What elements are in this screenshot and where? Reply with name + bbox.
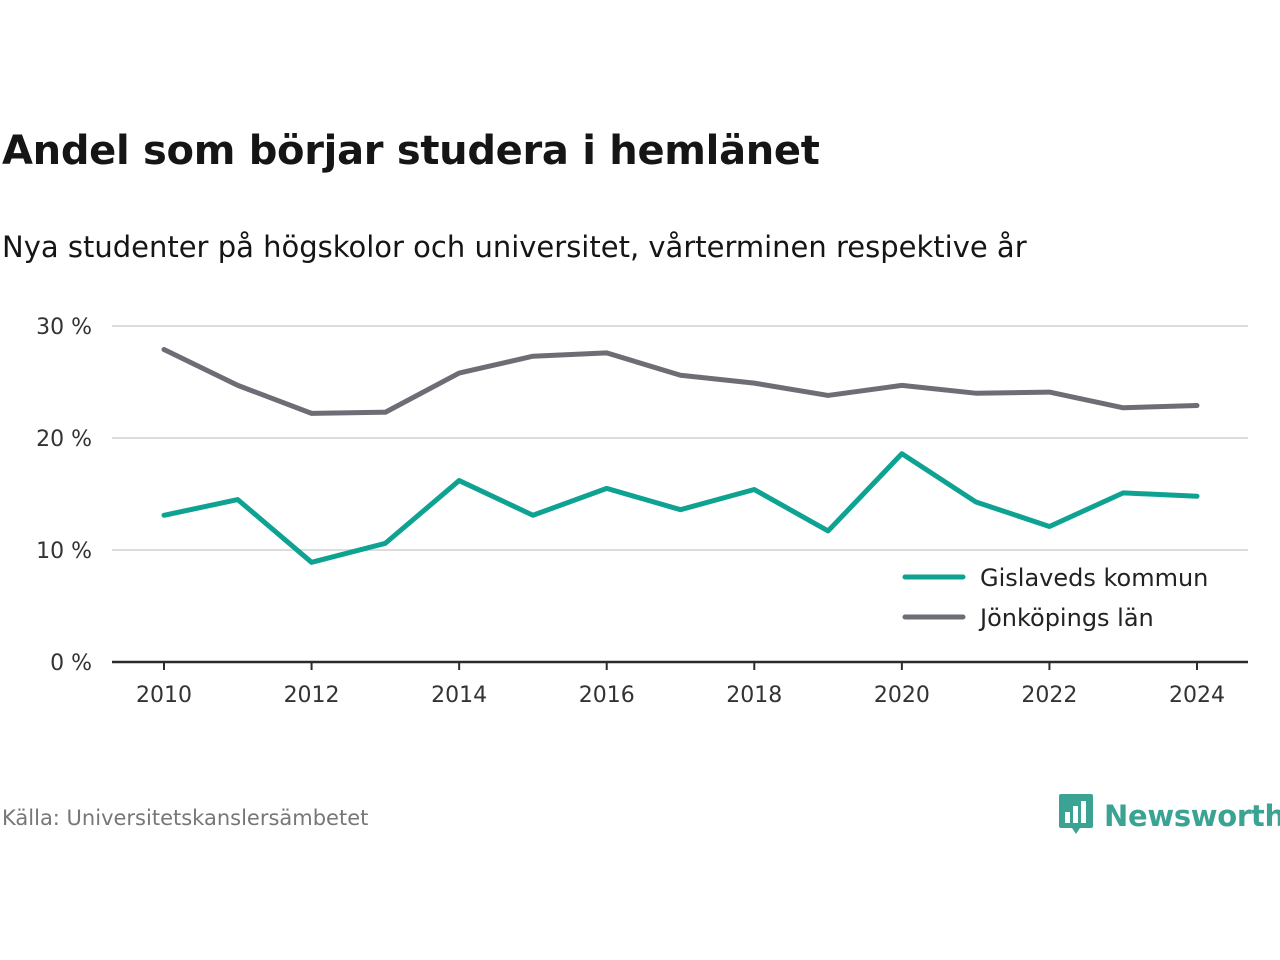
x-tick-label: 2022 bbox=[1021, 683, 1077, 708]
chart-subtitle: Nya studenter på högskolor och universit… bbox=[2, 230, 1027, 264]
y-tick-label: 0 % bbox=[50, 651, 92, 676]
legend-label: Gislaveds kommun bbox=[980, 564, 1208, 592]
brand-name: Newsworthy bbox=[1104, 799, 1280, 833]
x-axis-ticks: 2010 2012 2014 2016 2018 2020 2022 2024 bbox=[136, 662, 1225, 708]
x-tick-label: 2014 bbox=[431, 683, 487, 708]
x-tick-label: 2020 bbox=[874, 683, 930, 708]
series-line-jönköpings-län bbox=[161, 347, 1200, 416]
brand-logo[interactable]: Newsworthy bbox=[1058, 792, 1280, 840]
chart-title: Andel som börjar studera i hemlänet bbox=[2, 128, 820, 174]
x-tick-label: 2024 bbox=[1169, 683, 1225, 708]
newsworthy-logo-icon bbox=[1058, 792, 1094, 840]
source-note: Källa: Universitetskanslersämbetet bbox=[2, 806, 369, 830]
y-tick-label: 10 % bbox=[36, 539, 92, 564]
series-line-gislaveds-kommun bbox=[161, 451, 1200, 565]
x-tick-label: 2016 bbox=[579, 683, 635, 708]
y-tick-label: 20 % bbox=[36, 427, 92, 452]
x-tick-label: 2018 bbox=[726, 683, 782, 708]
legend: Gislaveds kommun Jönköpings län bbox=[902, 564, 1208, 632]
x-tick-label: 2012 bbox=[284, 683, 340, 708]
y-axis-ticks: 0 % 10 % 20 % 30 % bbox=[36, 315, 92, 676]
gridlines bbox=[112, 325, 1248, 664]
y-tick-label: 30 % bbox=[36, 315, 92, 340]
legend-label: Jönköpings län bbox=[978, 604, 1154, 632]
x-tick-label: 2010 bbox=[136, 683, 192, 708]
series-lines bbox=[161, 347, 1200, 565]
